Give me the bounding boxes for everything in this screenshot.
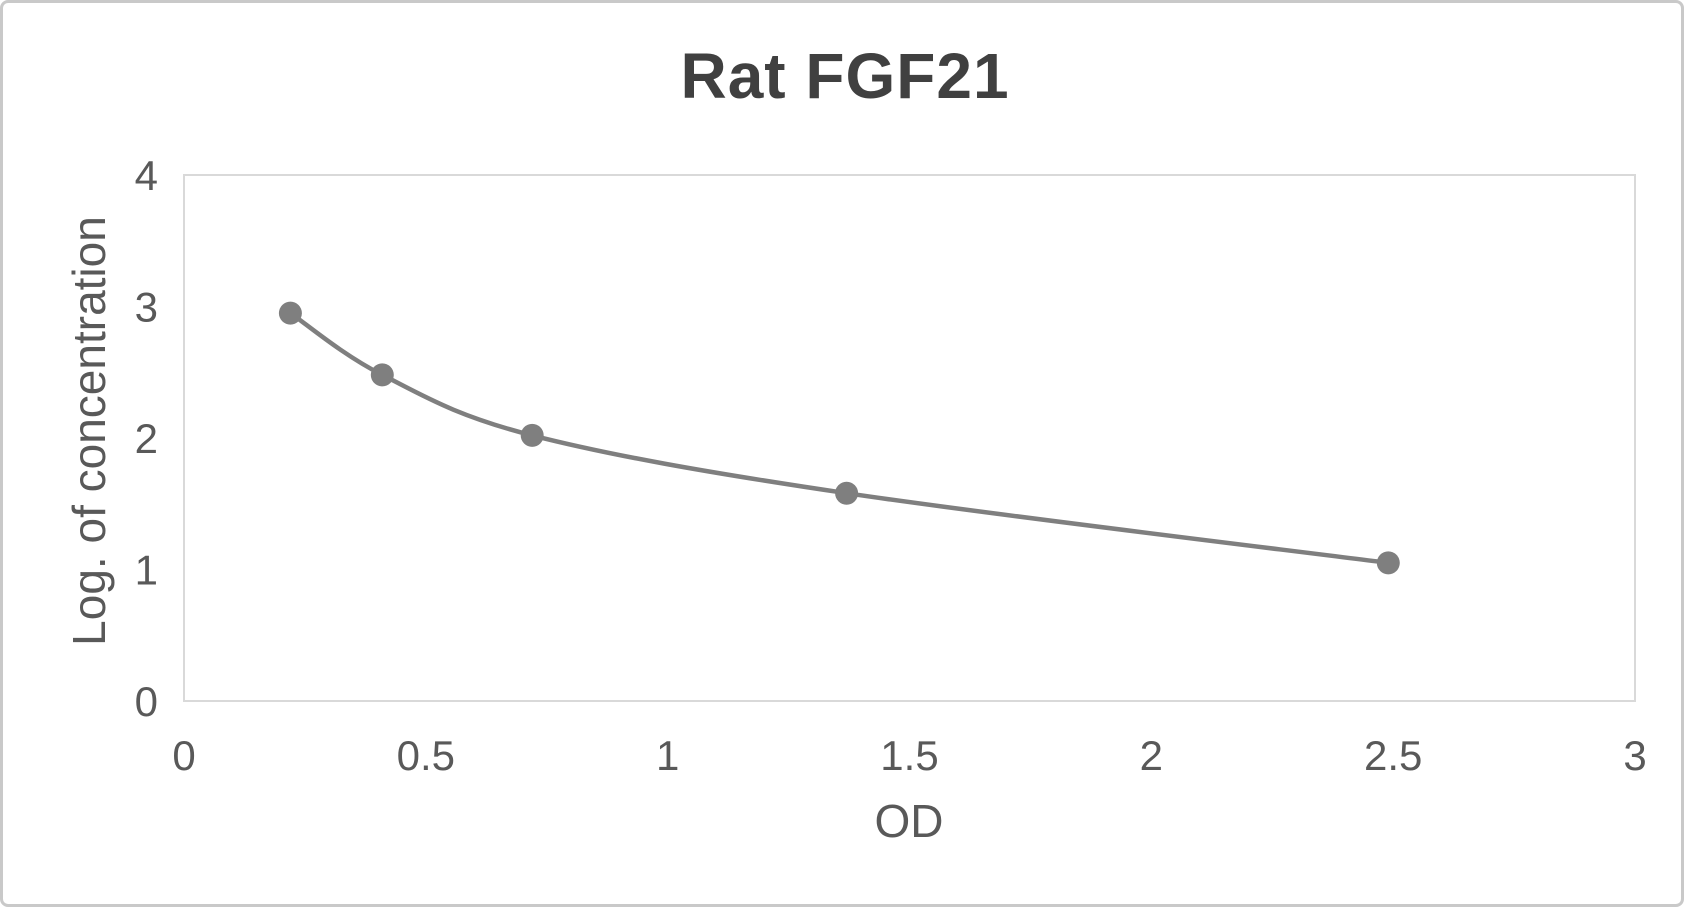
x-tick-label: 3 — [1623, 732, 1646, 779]
x-tick-label: 1 — [656, 732, 679, 779]
plot-border — [183, 174, 1636, 702]
x-tick-label: 2.5 — [1364, 732, 1422, 779]
x-tick-label: 0 — [172, 732, 195, 779]
data-point-marker — [520, 423, 544, 447]
chart-title: Rat FGF21 — [680, 40, 1010, 112]
y-tick-label: 2 — [135, 415, 158, 462]
x-axis-title: OD — [874, 795, 944, 847]
data-point-marker — [370, 363, 394, 387]
y-tick-label: 0 — [135, 678, 158, 725]
y-tick-label: 1 — [135, 547, 158, 594]
x-tick-label: 0.5 — [397, 732, 455, 779]
plot-area: 0 1 2 3 4 0 0.5 1 1.5 2 2.5 3 — [135, 152, 1647, 779]
y-tick-label: 4 — [135, 152, 158, 199]
x-tick-label: 2 — [1140, 732, 1163, 779]
series-line — [288, 310, 1391, 566]
y-tick-label: 3 — [135, 284, 158, 331]
data-point-marker — [835, 481, 859, 505]
data-point-marker — [278, 301, 302, 325]
data-point-marker — [1376, 551, 1400, 575]
x-tick-label: 1.5 — [880, 732, 938, 779]
